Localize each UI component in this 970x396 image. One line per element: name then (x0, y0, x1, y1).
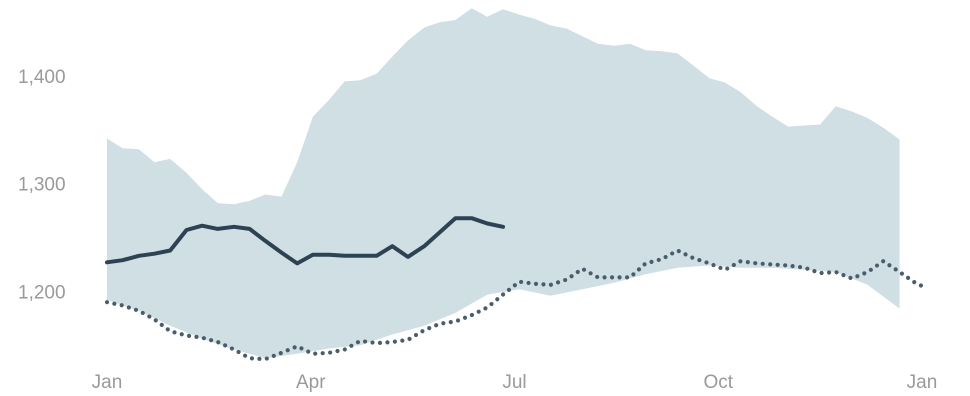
y-tick-label: 1,400 (18, 67, 66, 88)
y-axis: 1,200 1,300 1,400 (18, 67, 66, 303)
y-tick-label: 1,300 (18, 175, 66, 196)
line-layer (104, 216, 925, 362)
dotted-baseline-line (104, 248, 925, 362)
current-year-line (105, 216, 505, 266)
x-tick-label: Jan (92, 372, 123, 393)
x-tick-label: Oct (703, 372, 733, 393)
x-tick-label: Apr (296, 372, 326, 393)
x-tick-label: Jul (502, 372, 526, 393)
band-layer (107, 8, 900, 359)
x-axis: Jan Apr Jul Oct Jan (92, 372, 938, 393)
y-tick-label: 1,200 (18, 282, 66, 303)
x-tick-label: Jan (907, 372, 938, 393)
range-band (107, 8, 900, 359)
